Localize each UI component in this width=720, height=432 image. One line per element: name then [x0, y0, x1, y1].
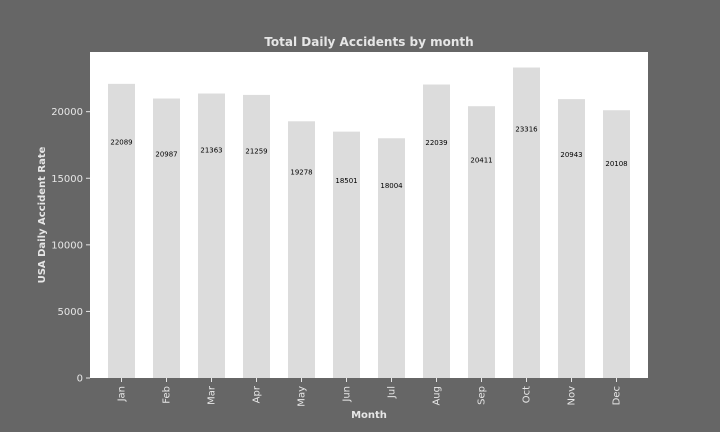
y-tick-label-0: 0	[77, 374, 83, 385]
x-tick-label-mar: Mar	[207, 385, 218, 405]
data-label-mar: 21363	[200, 146, 222, 154]
data-label-nov: 20943	[560, 151, 582, 159]
y-tick-label-15000: 15000	[51, 174, 83, 185]
y-axis-title: USA Daily Accident Rate	[37, 146, 48, 283]
x-tick-label-sep: Sep	[477, 386, 488, 405]
data-labels-group: 22089 20987 21363 21259 19278 18501 18004 22039…	[110, 126, 627, 191]
bar-jul	[378, 138, 405, 378]
bar-feb	[153, 98, 180, 378]
data-label-jan: 22089	[110, 139, 132, 147]
bar-may	[288, 121, 315, 379]
bars-group	[108, 67, 630, 379]
x-tick-label-jan: Jan	[117, 386, 128, 402]
x-tick-label-jul: Jul	[387, 386, 398, 399]
data-label-jul: 18004	[380, 182, 403, 190]
data-label-may: 19278	[290, 169, 312, 177]
x-tick-label-oct: Oct	[522, 386, 533, 403]
bar-jan	[108, 83, 135, 378]
bar-mar	[198, 93, 225, 378]
bar-dec	[603, 110, 630, 378]
y-tick-label-5000: 5000	[58, 307, 83, 318]
x-axis-title: Month	[351, 410, 387, 421]
bar-sep	[468, 106, 495, 379]
data-label-dec: 20108	[605, 160, 627, 168]
x-tick-label-may: May	[297, 386, 308, 407]
x-tick-label-apr: Apr	[252, 385, 263, 403]
data-label-sep: 20411	[470, 157, 492, 165]
x-tick-label-aug: Aug	[432, 386, 443, 406]
bar-nov	[558, 99, 585, 378]
bar-jun	[333, 131, 360, 378]
data-label-oct: 23316	[515, 126, 538, 134]
bar-apr	[243, 94, 270, 378]
chart-title: Total Daily Accidents by month	[264, 35, 473, 49]
x-tick-label-dec: Dec	[612, 386, 623, 405]
data-label-jun: 18501	[335, 177, 357, 185]
data-label-aug: 22039	[425, 139, 447, 147]
data-label-feb: 20987	[155, 150, 177, 158]
axes-group: Jan Feb Mar Apr May Jun Jul Aug Sep Oct Nov Dec 0 500…	[51, 107, 622, 407]
x-tick-label-jun: Jun	[342, 386, 353, 403]
plot-area	[90, 52, 648, 378]
y-tick-label-10000: 10000	[51, 240, 83, 251]
bar-oct	[513, 67, 540, 379]
bar-aug	[423, 84, 450, 378]
x-tick-label-feb: Feb	[162, 386, 173, 404]
x-tick-label-nov: Nov	[567, 386, 578, 406]
data-label-apr: 21259	[245, 148, 267, 156]
y-tick-label-20000: 20000	[51, 107, 83, 118]
